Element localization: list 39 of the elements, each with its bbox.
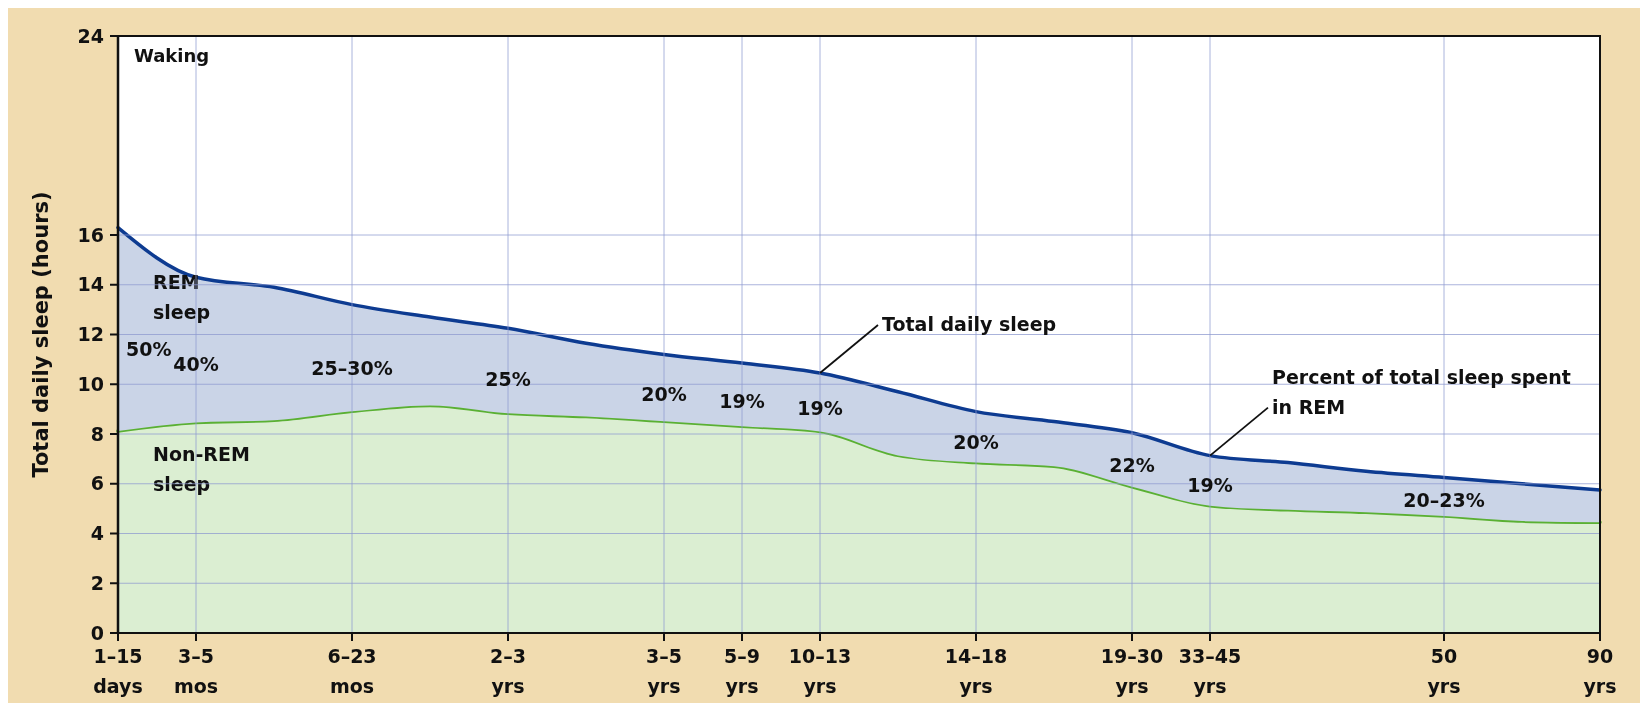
x-tick-label: 10–13 yrs [788, 645, 852, 697]
x-tick-label: 50 yrs [1427, 645, 1461, 697]
x-tick-label: 19–30 yrs [1100, 645, 1164, 697]
annotation: 20% [953, 430, 999, 453]
annotation: 20–23% [1403, 489, 1485, 512]
annotation: 25% [485, 367, 531, 390]
annotation: 20% [641, 383, 687, 406]
y-tick-label: 4 [90, 522, 104, 545]
annotation: 19% [719, 389, 765, 412]
x-tick-label: 14–18 yrs [944, 645, 1008, 697]
annotation: Waking [134, 45, 210, 66]
y-tick-label: 0 [90, 621, 104, 644]
x-tick-label: 1–15 days [93, 645, 143, 697]
annotation: 40% [173, 353, 219, 376]
x-tick-label: 6–23 mos [327, 645, 377, 697]
annotation: 22% [1109, 453, 1155, 476]
y-tick-label: 12 [77, 323, 104, 346]
x-tick-label: 2–3 yrs [490, 645, 526, 697]
y-tick-label: 10 [77, 372, 104, 395]
annotation: Percent of total sleep spent in REM [1272, 365, 1571, 418]
x-tick-label: 5–9 yrs [724, 645, 760, 697]
series-label: REM sleep [153, 270, 211, 323]
y-tick-label: 6 [90, 472, 104, 495]
x-tick-label: 33–45 yrs [1178, 645, 1242, 697]
y-tick-label: 16 [77, 223, 104, 246]
y-tick-label: 14 [77, 273, 104, 296]
annotation: 19% [797, 396, 843, 419]
annotation: 50% [126, 338, 172, 361]
y-tick-label: 24 [77, 24, 104, 47]
y-axis-title: Total daily sleep (hours) [29, 191, 53, 478]
annotation: 19% [1187, 474, 1233, 497]
y-tick-label: 8 [90, 422, 104, 445]
x-tick-label: 3–5 mos [173, 645, 219, 697]
series-label: Non-REM sleep [153, 443, 250, 496]
x-tick-label: 90 yrs [1583, 645, 1617, 697]
y-tick-label: 2 [90, 571, 104, 594]
x-tick-label: 3–5 yrs [646, 645, 682, 697]
annotation: Total daily sleep [882, 313, 1057, 336]
annotation: 25–30% [311, 357, 393, 380]
